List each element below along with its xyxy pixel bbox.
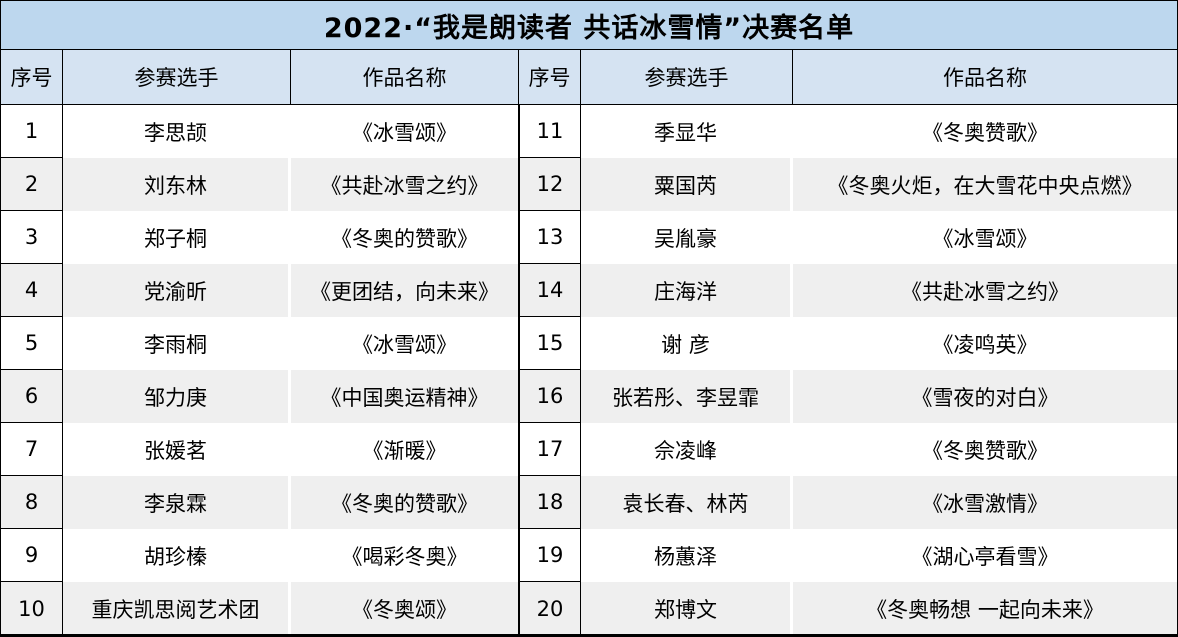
cell-no: 9: [1, 529, 63, 582]
cell-no: 19: [519, 529, 581, 582]
table-row: 1 李思颉 《冰雪颂》 11 季显华 《冬奥赞歌》: [1, 105, 1177, 158]
cell-no: 7: [1, 423, 63, 476]
cell-work: 《冬奥赞歌》: [922, 120, 1048, 145]
table-row: 9 胡珍榛 《喝彩冬奥》 19 杨蕙泽 《湖心亭看雪》: [1, 529, 1177, 582]
cell-no: 15: [519, 317, 581, 370]
cell-name: 郑博文: [581, 582, 793, 634]
cell-work: 《喝彩冬奥》: [291, 529, 519, 582]
cell-name: 党渝昕: [63, 264, 291, 317]
cell-work: 《冰雪激情》: [922, 491, 1048, 516]
header-name-left: 参赛选手: [63, 50, 291, 105]
cell-name: 谢 彦: [581, 317, 793, 370]
cell-name: 张若彤、李昱霏: [581, 370, 793, 423]
cell-no: 1: [1, 105, 63, 158]
table-title-text: 2022·“我是朗读者 共话冰雪情”决赛名单: [323, 12, 855, 44]
cell-work: 《湖心亭看雪》: [911, 544, 1059, 569]
cell-work: 《渐暖》: [291, 423, 519, 476]
header-no-right: 序号: [519, 50, 581, 105]
cell-work: 《冬奥的赞歌》: [291, 476, 519, 529]
cell-work: 《冬奥畅想 一起向未来》: [866, 597, 1104, 622]
header-work-right: 作品名称: [793, 50, 1177, 105]
cell-name: 吴胤豪: [581, 211, 793, 264]
cell-work: 《冰雪颂》: [291, 105, 519, 158]
cell-no: 6: [1, 370, 63, 423]
cell-no: 20: [519, 582, 581, 634]
table-row: 4 党渝昕 《更团结，向未来》 14 庄海洋 《共赴冰雪之约》: [1, 264, 1177, 317]
cell-name: 袁长春、林芮: [581, 476, 793, 529]
cell-work: 《冰雪颂》: [932, 226, 1038, 251]
cell-work: 《雪夜的对白》: [911, 385, 1059, 410]
table-row: 5 李雨桐 《冰雪颂》 15 谢 彦 《凌鸣英》: [1, 317, 1177, 370]
header-work-left: 作品名称: [291, 50, 519, 105]
cell-no: 11: [519, 105, 581, 158]
cell-work: 《共赴冰雪之约》: [291, 158, 519, 211]
cell-no: 10: [1, 582, 63, 634]
cell-name: 李雨桐: [63, 317, 291, 370]
cell-work: 《冬奥火炬，在大雪花中央点燃》: [827, 173, 1143, 198]
cell-work: 《共赴冰雪之约》: [901, 279, 1069, 304]
cell-name: 重庆凯思阅艺术团: [63, 582, 291, 634]
cell-no: 12: [519, 158, 581, 211]
cell-name: 庄海洋: [581, 264, 793, 317]
cell-no: 13: [519, 211, 581, 264]
table-row: 2 刘东林 《共赴冰雪之约》 12 粟国芮 《冬奥火炬，在大雪花中央点燃》: [1, 158, 1177, 211]
header-name-right: 参赛选手: [581, 50, 793, 105]
cell-work: 《冬奥的赞歌》: [291, 211, 519, 264]
table-row: 7 张媛茗 《渐暖》 17 佘凌峰 《冬奥赞歌》: [1, 423, 1177, 476]
cell-no: 3: [1, 211, 63, 264]
table-row: 3 郑子桐 《冬奥的赞歌》 13 吴胤豪 《冰雪颂》: [1, 211, 1177, 264]
cell-name: 胡珍榛: [63, 529, 291, 582]
table-row: 6 邹力庚 《中国奥运精神》 16 张若彤、李昱霏 《雪夜的对白》: [1, 370, 1177, 423]
cell-no: 17: [519, 423, 581, 476]
table-header-row: 序号 参赛选手 作品名称 序号 参赛选手 作品名称: [1, 50, 1177, 105]
cell-no: 5: [1, 317, 63, 370]
cell-work: 《更团结，向未来》: [291, 264, 519, 317]
table-row: 10 重庆凯思阅艺术团 《冬奥颂》 20 郑博文 《冬奥畅想 一起向未来》: [1, 582, 1177, 634]
table-row: 8 李泉霖 《冬奥的赞歌》 18 袁长春、林芮 《冰雪激情》: [1, 476, 1177, 529]
cell-no: 18: [519, 476, 581, 529]
cell-name: 李泉霖: [63, 476, 291, 529]
cell-work: 《中国奥运精神》: [291, 370, 519, 423]
cell-work: 《冬奥颂》: [291, 582, 519, 634]
table-body: 1 李思颉 《冰雪颂》 11 季显华 《冬奥赞歌》 2 刘东林 《共赴冰雪之约》…: [1, 105, 1177, 634]
cell-name: 佘凌峰: [581, 423, 793, 476]
cell-no: 2: [1, 158, 63, 211]
cell-no: 14: [519, 264, 581, 317]
cell-no: 8: [1, 476, 63, 529]
cell-no: 4: [1, 264, 63, 317]
cell-work: 《凌鸣英》: [932, 332, 1038, 357]
cell-name: 粟国芮: [581, 158, 793, 211]
cell-name: 刘东林: [63, 158, 291, 211]
cell-work: 《冬奥赞歌》: [922, 438, 1048, 463]
cell-name: 郑子桐: [63, 211, 291, 264]
cell-no: 16: [519, 370, 581, 423]
cell-name: 邹力庚: [63, 370, 291, 423]
cell-name: 张媛茗: [63, 423, 291, 476]
cell-name: 李思颉: [63, 105, 291, 158]
cell-name: 季显华: [581, 105, 793, 158]
header-no-left: 序号: [1, 50, 63, 105]
cell-work: 《冰雪颂》: [291, 317, 519, 370]
table-title: 2022·“我是朗读者 共话冰雪情”决赛名单: [1, 1, 1177, 50]
cell-name: 杨蕙泽: [581, 529, 793, 582]
